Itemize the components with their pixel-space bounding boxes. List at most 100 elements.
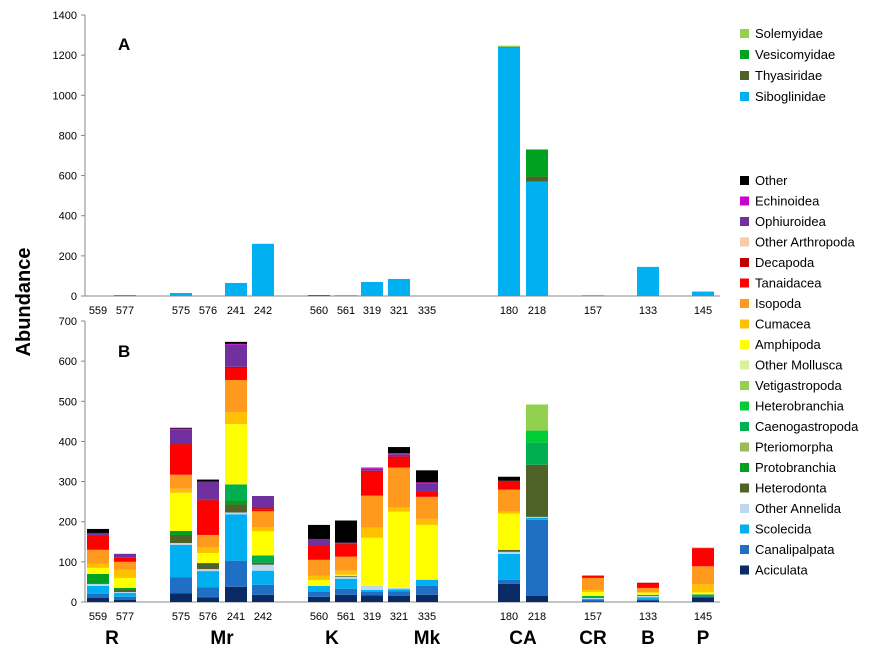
y-tick-label: 1000 [53,90,77,102]
bar-segment-ophiuroidea-577 [114,553,136,558]
bar-segment-aciculata-577 [114,599,136,602]
legend-swatch [740,196,749,206]
group-label: CR [579,628,607,649]
bar-segment-other-annelida-242 [252,564,274,571]
legend-label: Other Mollusca [755,358,843,373]
legend-label: Protobranchia [755,460,837,475]
y-tick-label: 600 [59,356,77,368]
bar-segment-cumacea-559 [87,563,109,568]
bar-segment-cumacea-242 [252,527,274,532]
legend-label: Thyasiridae [755,68,822,83]
bar-segment-amphipoda-560 [308,579,330,586]
bar-segment-other-annelida-180 [498,551,520,554]
bar-segment-echinoidea-319 [361,467,383,469]
bar-segment-decapoda-180 [498,480,520,482]
bar-segment-aciculata-145 [692,597,714,602]
legend-swatch [740,92,749,101]
panel-a: 0 200 400 600 800 1000 1200 1400 A 559 577 575 576 24… [53,10,720,317]
legend-swatch [740,360,749,370]
legend-label: Tanaidacea [755,276,822,291]
bar-segment-siboglinidae-180 [498,47,520,296]
bar-segment-other-annelida-321 [388,587,410,590]
legend-label: Vesicomyidae [755,47,835,62]
bar-segment-aciculata-576 [197,597,219,602]
bar-segment-decapoda-575 [170,443,192,445]
site-label: 145 [694,611,712,623]
site-label: 157 [584,611,602,623]
bar-segment-tanaidacea-576 [197,500,219,535]
bar-segment-isopoda-561 [335,556,357,571]
bar-segment-tanaidacea-559 [87,535,109,550]
bar-segment-tanaidacea-241 [225,367,247,381]
bar-segment-other-annelida-561 [335,576,357,579]
bar-segment-decapoda-561 [335,543,357,545]
bar-segment-other-561 [335,520,357,543]
bar-segment-amphipoda-319 [361,537,383,586]
bar-segment-scolecida-321 [388,589,410,592]
bar-segment-canalipalpata-561 [335,588,357,595]
group-label: R [105,628,119,649]
bar-segment-siboglinidae-319 [361,281,383,296]
bar-segment-decapoda-242 [252,508,274,510]
bar-segment-protobranchia-559 [87,573,109,584]
legend-bottom: Other Echinoidea Ophiuroidea Other Arthropo… [740,173,859,578]
legend-swatch [740,319,749,329]
bar-segment-protobranchia-241 [225,500,247,505]
panel-label: A [118,35,130,54]
bar-segment-tanaidacea-560 [308,545,330,560]
bar-segment-cumacea-319 [361,527,383,538]
legend-swatch [740,422,749,431]
bar-segment-tanaidacea-157 [582,575,604,578]
bar-segment-protobranchia-575 [170,530,192,535]
bar-segment-isopoda-241 [225,380,247,413]
bar-segment-tanaidacea-577 [114,557,136,562]
bar-segment-amphipoda-559 [87,567,109,574]
legend-swatch [740,258,749,267]
bar-segment-other-annelida-559 [87,583,109,586]
site-label: 560 [310,611,328,623]
bar-segment-other-annelida-319 [361,585,383,590]
bar-segment-isopoda-319 [361,495,383,528]
bar-segment-other-241 [225,341,247,344]
bar-segment-cumacea-560 [308,575,330,580]
bar-segment-cumacea-576 [197,547,219,554]
site-label: 575 [172,611,190,623]
bar-segment-ophiuroidea-319 [361,468,383,471]
bar-segment-canalipalpata-241 [225,560,247,587]
site-label: 157 [584,305,602,317]
bar-segment-scolecida-319 [361,589,383,592]
bar-segment-amphipoda-575 [170,492,192,531]
y-tick-label: 300 [59,477,77,489]
bar-segment-vesicomyidae-180 [498,46,520,48]
bar-segment-amphipoda-321 [388,511,410,588]
bar-segment-tanaidacea-575 [170,444,192,475]
bar-segment-echinoidea-241 [225,343,247,345]
legend-label: Isopoda [755,296,802,311]
y-tick-label: 500 [59,396,77,408]
bar-segment-canalipalpata-157 [582,599,604,602]
bar-segment-heterodonta-577 [114,589,136,592]
y-tick-label: 100 [59,557,77,569]
bar-segment-canalipalpata-575 [170,577,192,594]
legend-swatch [740,71,749,80]
bar-segment-heterodonta-575 [170,534,192,543]
legend-swatch [740,483,749,493]
bar-segment-scolecida-576 [197,571,219,588]
bar-segment-decapoda-559 [87,534,109,536]
site-label: 321 [390,305,408,317]
bar-segment-amphipoda-242 [252,531,274,556]
bar-segment-tanaidacea-321 [388,457,410,468]
bar-segment-ophiuroidea-321 [388,454,410,457]
bar-segment-heterodonta-561 [335,575,357,577]
bar-segment-protobranchia-577 [114,587,136,590]
bar-segment-aciculata-575 [170,593,192,602]
bar-segment-decapoda-321 [388,456,410,458]
bar-segment-siboglinidae-241 [225,282,247,296]
bar-segment-canalipalpata-218 [526,519,548,596]
bar-segment-scolecida-575 [170,544,192,578]
legend-swatch [740,50,749,59]
bar-segment-isopoda-321 [388,467,410,508]
legend-swatch [740,401,749,411]
legend-swatch [740,565,749,575]
bar-segment-scolecida-157 [582,598,604,600]
